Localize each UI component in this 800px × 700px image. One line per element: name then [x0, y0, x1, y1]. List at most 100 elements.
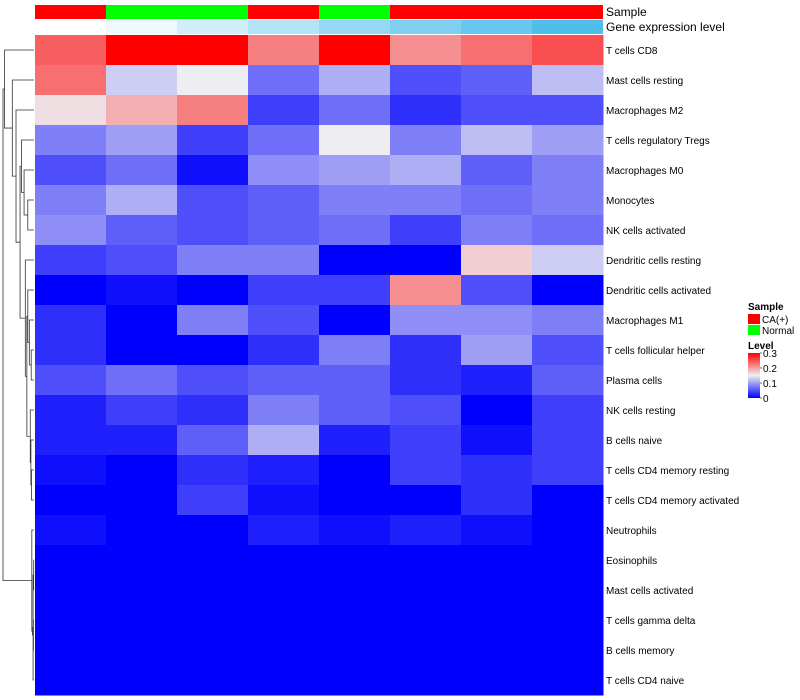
heatmap-cell: [35, 455, 107, 486]
heatmap-cell: [35, 395, 107, 426]
heatmap-cell: [461, 455, 533, 486]
row-label: NK cells resting: [606, 406, 675, 417]
heatmap-cell: [532, 245, 604, 276]
heatmap-cell: [390, 185, 462, 216]
heatmap-cell: [319, 365, 391, 396]
heatmap-cell: [319, 455, 391, 486]
heatmap-cell: [390, 425, 462, 456]
heatmap-cell: [35, 365, 107, 396]
sample-legend-title: Sample: [748, 302, 784, 313]
heatmap-cell: [35, 335, 107, 366]
heatmap-cell: [461, 95, 533, 126]
heatmap-cell: [248, 665, 320, 696]
heatmap-cell: [106, 245, 178, 276]
heatmap-cell: [461, 425, 533, 456]
heatmap-cell: [532, 605, 604, 636]
heatmap-cell: [106, 665, 178, 696]
row-label: Mast cells resting: [606, 76, 683, 87]
row-label: Plasma cells: [606, 376, 662, 387]
heatmap-cell: [461, 65, 533, 96]
heatmap-cell: [248, 35, 320, 66]
heatmap-cell: [177, 635, 249, 666]
heatmap-cell: [35, 65, 107, 96]
heatmap-cell: [319, 35, 391, 66]
heatmap-cell: [461, 605, 533, 636]
heatmap-cell: [319, 95, 391, 126]
heatmap-cell: [319, 395, 391, 426]
sample-annotation-cell: [461, 5, 532, 19]
heatmap-cell: [532, 275, 604, 306]
heatmap-cell: [248, 425, 320, 456]
heatmap-cell: [532, 155, 604, 186]
heatmap-cell: [319, 215, 391, 246]
heatmap-cell: [35, 575, 107, 606]
dendrogram-branch: [2, 88, 32, 582]
row-label: B cells memory: [606, 646, 674, 657]
heatmap-cell: [106, 185, 178, 216]
heatmap-cell: [390, 365, 462, 396]
heatmap-cell: [248, 635, 320, 666]
heatmap-cell: [390, 395, 462, 426]
heatmap-cell: [248, 275, 320, 306]
heatmap-cell: [461, 245, 533, 276]
heatmap-cell: [248, 155, 320, 186]
heatmap-cell: [177, 215, 249, 246]
heatmap-cell: [532, 575, 604, 606]
heatmap-cell: [35, 305, 107, 336]
heatmap-cell: [532, 665, 604, 696]
heatmap-cell: [319, 335, 391, 366]
level-tick-label: 0.3: [763, 349, 777, 360]
row-labels: T cells CD8 Mast cells resting Macrophages…: [606, 46, 739, 687]
heatmap-cell: [390, 125, 462, 156]
heatmap-cell: [106, 35, 178, 66]
heatmap-cell: [177, 35, 249, 66]
heatmap-cell: [390, 305, 462, 336]
heatmap-cell: [461, 335, 533, 366]
heatmap-cell: [461, 185, 533, 216]
heatmap-cell: [106, 605, 178, 636]
dendrogram-branch: [23, 169, 34, 216]
heatmap-cell: [390, 665, 462, 696]
heatmap-cell: [177, 185, 249, 216]
sample-legend-label: CA(+): [762, 315, 788, 326]
level-tick-label: 0: [763, 394, 769, 405]
heatmap-cell: [106, 635, 178, 666]
heatmap-cell: [532, 125, 604, 156]
heatmap-cell: [177, 65, 249, 96]
heatmap-cell: [390, 515, 462, 546]
heatmap-cell: [390, 35, 462, 66]
gene-expression-annotation-label: Gene expression level: [606, 20, 725, 34]
dendrogram-branch: [27, 289, 34, 343]
sample-annotation-cell: [319, 5, 390, 19]
heatmap-cell: [461, 365, 533, 396]
sample-legend-swatch: [748, 314, 760, 324]
heatmap-cell: [532, 215, 604, 246]
heatmap-cell: [35, 515, 107, 546]
heatmap-cell: [177, 545, 249, 576]
dendrogram-branch: [4, 49, 34, 129]
row-label: Macrophages M0: [606, 166, 684, 177]
heatmap-cell: [532, 65, 604, 96]
heatmap-cell: [248, 365, 320, 396]
row-label: Dendritic cells resting: [606, 256, 701, 267]
row-label: Eosinophils: [606, 556, 657, 567]
heatmap-cell: [106, 365, 178, 396]
heatmap-cell: [177, 485, 249, 516]
heatmap-cell: [35, 185, 107, 216]
heatmap-cell: [461, 515, 533, 546]
heatmap-cell: [461, 155, 533, 186]
heatmap-cell: [319, 65, 391, 96]
gene-expression-annotation-cell: [390, 20, 461, 34]
heatmap-cell: [390, 215, 462, 246]
heatmap-cell: [35, 425, 107, 456]
heatmap-cell: [532, 545, 604, 576]
level-colorbar: [748, 353, 760, 398]
heatmap-cell: [177, 335, 249, 366]
row-label: T cells gamma delta: [606, 616, 696, 627]
sample-legend-swatch: [748, 325, 760, 335]
heatmap-cell: [177, 395, 249, 426]
sample-annotation-cell: [35, 5, 106, 19]
heatmap-cell: [177, 305, 249, 336]
heatmap-cell: [177, 665, 249, 696]
